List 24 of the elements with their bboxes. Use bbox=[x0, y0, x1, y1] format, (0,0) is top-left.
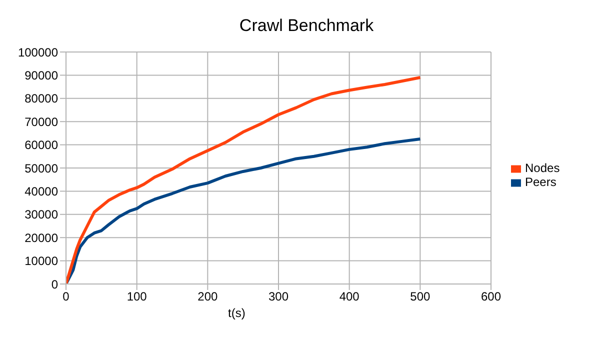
legend-label: Nodes bbox=[525, 161, 560, 175]
x-tick-label: 600 bbox=[480, 290, 502, 304]
x-tick-label: 0 bbox=[62, 290, 70, 304]
x-tick-label: 100 bbox=[126, 290, 148, 304]
x-tick-label: 300 bbox=[268, 290, 289, 304]
x-axis-title: t(s) bbox=[228, 306, 246, 320]
y-tick-label: 30000 bbox=[24, 208, 58, 222]
line-series bbox=[66, 138, 422, 284]
y-tick-label: 10000 bbox=[24, 254, 58, 268]
y-tick-label: 50000 bbox=[24, 161, 58, 176]
y-tick-label: 90000 bbox=[24, 68, 58, 82]
x-tick-label: 200 bbox=[198, 290, 218, 304]
y-tick-label: 40000 bbox=[24, 184, 58, 198]
line-series bbox=[66, 76, 422, 284]
y-tick-label: 70000 bbox=[24, 114, 58, 129]
y-tick-label: 60000 bbox=[24, 138, 58, 152]
x-tick-label: 500 bbox=[410, 290, 430, 304]
chart-title: Crawl Benchmark bbox=[238, 15, 375, 37]
y-tick-label: 80000 bbox=[24, 92, 58, 106]
y-tick-label: 0 bbox=[51, 277, 58, 292]
legend-label: Peers bbox=[525, 175, 556, 189]
y-tick-label: 100000 bbox=[18, 45, 58, 60]
y-tick-label: 20000 bbox=[24, 230, 58, 245]
x-tick-label: 400 bbox=[339, 290, 360, 304]
